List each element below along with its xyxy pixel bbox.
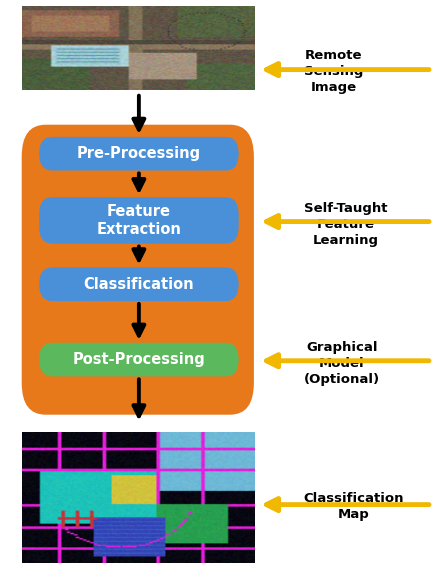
Text: Remote
Sensing
Image: Remote Sensing Image — [304, 49, 363, 95]
FancyBboxPatch shape — [39, 197, 239, 244]
Text: Feature
Extraction: Feature Extraction — [96, 204, 181, 237]
FancyBboxPatch shape — [39, 267, 239, 301]
Text: Post-Processing: Post-Processing — [72, 352, 205, 367]
Text: Graphical
Model
(Optional): Graphical Model (Optional) — [304, 341, 380, 386]
Text: Self-Taught
Feature
Learning: Self-Taught Feature Learning — [304, 202, 387, 247]
Text: Pre-Processing: Pre-Processing — [77, 146, 201, 161]
FancyBboxPatch shape — [39, 343, 239, 376]
Text: Classification
Map: Classification Map — [304, 492, 404, 521]
FancyBboxPatch shape — [22, 125, 254, 415]
FancyBboxPatch shape — [39, 137, 239, 171]
Text: Classification: Classification — [84, 277, 194, 292]
